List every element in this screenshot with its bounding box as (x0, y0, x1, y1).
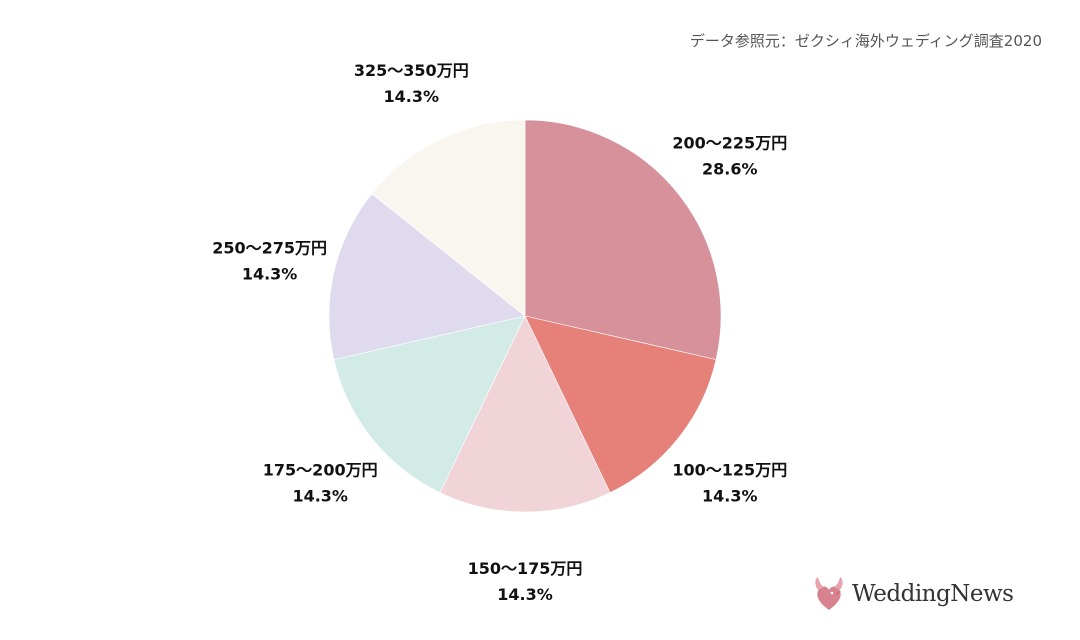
slice-label-0: 200〜225万円 (672, 134, 787, 153)
pie-slice-3 (333, 315, 526, 493)
pie-slice-2 (439, 315, 611, 513)
pie-slice-0 (524, 119, 722, 360)
source-note: データ参照元：ゼクシィ海外ウェディング調査2020 (689, 32, 1042, 50)
slice-value-0: 28.6% (702, 160, 758, 179)
slice-value-4: 14.3% (242, 265, 298, 284)
slice-value-1: 14.3% (702, 486, 758, 505)
slice-value-5: 14.3% (384, 87, 440, 106)
brand-name: WeddingNews (852, 581, 1014, 607)
brand-logo: WeddingNews (812, 574, 1014, 614)
pie-slice-1 (524, 315, 717, 493)
pie-slices (328, 119, 722, 513)
pie-slice-4 (328, 193, 526, 360)
pie-slice-5 (371, 119, 526, 317)
slice-label-3: 175〜200万円 (263, 460, 378, 479)
pie-labels: 200〜225万円 28.6% 100〜125万円 14.3% 150〜175万円 14.… (212, 61, 787, 604)
slice-label-2: 150〜175万円 (468, 559, 583, 578)
slice-value-2: 14.3% (497, 585, 553, 604)
slice-value-3: 14.3% (292, 486, 348, 505)
slice-label-4: 250〜275万円 (212, 239, 327, 258)
dove-icon (815, 577, 843, 610)
slice-label-1: 100〜125万円 (672, 460, 787, 479)
slice-label-5: 325〜350万円 (354, 61, 469, 80)
